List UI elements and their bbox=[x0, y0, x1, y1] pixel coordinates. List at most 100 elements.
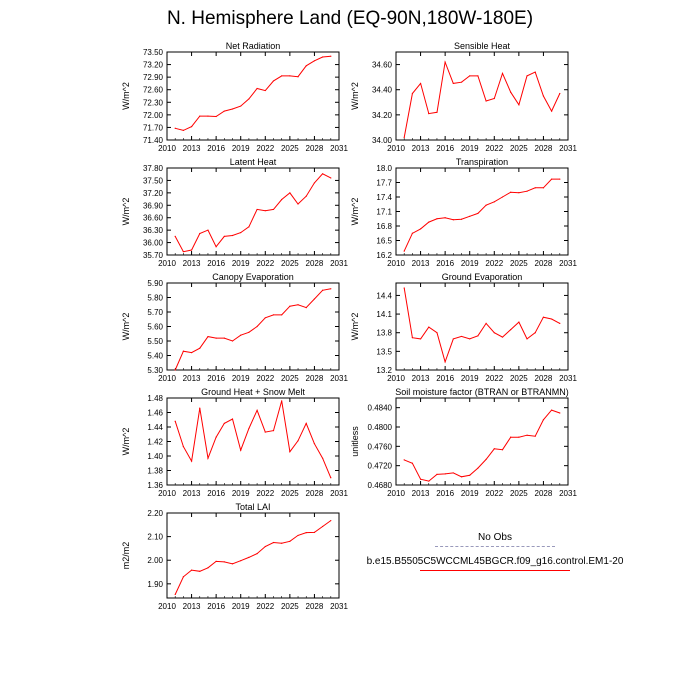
panel-1-xtick-label: 2016 bbox=[436, 144, 454, 153]
panel-4-data-point bbox=[289, 305, 291, 307]
panel-1-data-point bbox=[419, 82, 422, 85]
panel-8-xtick-label: 2025 bbox=[281, 602, 299, 611]
panel-0-data-point bbox=[272, 80, 275, 82]
panel-7-data-point bbox=[501, 449, 504, 451]
legend-model-line bbox=[420, 570, 570, 571]
panel-1-ytick-label: 34.60 bbox=[372, 61, 393, 70]
panel-7-data-point bbox=[518, 436, 520, 438]
panel-0-ytick-label: 71.40 bbox=[143, 136, 164, 145]
panel-2-ytick-label: 35.70 bbox=[143, 251, 164, 260]
panel-5-xtick-label: 2016 bbox=[436, 374, 454, 383]
panel-3-series-line bbox=[403, 178, 560, 252]
panel-6-data-point bbox=[174, 420, 176, 422]
panel-5-xtick-label: 2031 bbox=[559, 374, 577, 383]
panel-3-ytick-label: 17.7 bbox=[376, 179, 392, 188]
panel-6-data-point bbox=[223, 422, 225, 424]
panel-2-xtick-label: 2013 bbox=[183, 259, 201, 268]
panel-1-data-point bbox=[501, 72, 504, 74]
panel-2-series-line bbox=[174, 173, 332, 253]
panel-2-xtick-label: 2031 bbox=[330, 259, 348, 268]
panel-8-data-point bbox=[281, 542, 283, 544]
panel-4-xtick-label: 2028 bbox=[306, 374, 324, 383]
panel-2-xtick-label: 2022 bbox=[256, 259, 274, 268]
panel-8-data-point bbox=[330, 519, 332, 522]
panel-1-data-point bbox=[428, 113, 430, 115]
panel-8-ytick-label: 1.90 bbox=[147, 580, 163, 589]
panel-6-data-point bbox=[240, 449, 242, 451]
panel-2-ytick-label: 36.90 bbox=[143, 201, 164, 210]
panel-3-data-point bbox=[436, 218, 438, 220]
panel-1-data-point bbox=[469, 75, 471, 77]
panel-1-data-point bbox=[403, 136, 405, 139]
panel-6-data-point bbox=[289, 451, 291, 453]
panel-8-data-point bbox=[272, 541, 275, 544]
panel-1-data-point bbox=[518, 104, 520, 106]
panel-8-data-point bbox=[199, 570, 201, 572]
panel-4-xtick-label: 2022 bbox=[256, 374, 274, 383]
panel-4-xtick-label: 2031 bbox=[330, 374, 348, 383]
panel-2-ylabel: W/m^2 bbox=[121, 198, 131, 226]
panel-6-data-point bbox=[199, 407, 201, 409]
panel-0-ytick-label: 72.00 bbox=[143, 111, 164, 120]
panel-3-xtick-label: 2016 bbox=[436, 259, 454, 268]
panel-8-ylabel: m2/m2 bbox=[121, 542, 131, 570]
panel-7-data-point bbox=[542, 419, 545, 421]
panel-2-ytick-label: 37.20 bbox=[143, 189, 164, 198]
panel-0-xtick-label: 2022 bbox=[256, 144, 274, 153]
panel-5-ytick-label: 13.2 bbox=[376, 366, 392, 375]
panel-6-xtick-label: 2031 bbox=[330, 489, 348, 498]
panel-3-ytick-label: 18.0 bbox=[376, 164, 392, 173]
panel-7-title: Soil moisture factor (BTRAN or BTRANMN) bbox=[395, 387, 569, 397]
panel-2-ytick-label: 37.50 bbox=[143, 176, 164, 185]
panel-1-ytick-label: 34.20 bbox=[372, 111, 393, 120]
panel-1-ytick-label: 34.40 bbox=[372, 86, 393, 95]
panel-8-xtick-label: 2028 bbox=[306, 602, 324, 611]
panel-7-ylabel: unitless bbox=[350, 426, 360, 457]
panel-7-data-point bbox=[510, 436, 512, 438]
panel-4-data-point bbox=[190, 352, 193, 354]
panel-2-data-point bbox=[289, 192, 291, 194]
panel-1-xtick-label: 2019 bbox=[461, 144, 479, 153]
panel-1-xtick-label: 2031 bbox=[559, 144, 577, 153]
panel-8-data-point bbox=[215, 560, 217, 563]
panel-8-ytick-label: 2.10 bbox=[147, 533, 163, 542]
panel-1-series-line bbox=[403, 60, 561, 138]
panel-7-data-point bbox=[403, 459, 405, 461]
panel-6-ytick-label: 1.44 bbox=[147, 423, 163, 432]
panel-7-xtick-label: 2031 bbox=[559, 489, 577, 498]
legend-model-label: b.e15.B5505C5WCCML45BGCR.f09_g16.control… bbox=[366, 556, 624, 567]
panel-1-data-point bbox=[510, 91, 512, 93]
panel-2-data-point bbox=[223, 235, 225, 237]
panel-7-xtick-label: 2028 bbox=[535, 489, 553, 498]
panel-6-data-point bbox=[264, 431, 266, 433]
panel-7-data-point bbox=[485, 458, 487, 460]
panel-8-xtick-label: 2031 bbox=[330, 602, 348, 611]
panel-2-data-point bbox=[313, 182, 316, 184]
panel-6-title: Ground Heat + Snow Melt bbox=[201, 387, 305, 397]
panel-6-data-point bbox=[256, 409, 258, 411]
panel-7-data-point bbox=[493, 448, 495, 450]
panel-4-data-point bbox=[240, 334, 242, 336]
panel-4-data-point bbox=[313, 298, 316, 300]
panel-7-data-point bbox=[411, 462, 413, 464]
panel-3-data-point bbox=[403, 250, 405, 252]
panel-8-data-point bbox=[256, 553, 258, 555]
panel-8-data-point bbox=[313, 531, 316, 533]
panel-5-data-point bbox=[551, 318, 553, 320]
panel-3-title: Transpiration bbox=[456, 157, 508, 167]
panel-7-xtick-label: 2019 bbox=[461, 489, 479, 498]
panel-8-series-line bbox=[174, 520, 332, 595]
panel-2-data-point bbox=[248, 226, 250, 228]
panel-6-data-point bbox=[313, 443, 316, 445]
panel-3-data-point bbox=[485, 204, 487, 206]
panel-7-data-point bbox=[436, 473, 438, 475]
panel-8-data-point bbox=[264, 545, 266, 548]
panel-2-data-point bbox=[281, 198, 283, 201]
panel-6-data-point bbox=[231, 418, 234, 420]
panel-5-data-point bbox=[477, 335, 479, 337]
panel-4-data-point bbox=[223, 337, 225, 339]
panel-8-frame bbox=[166, 512, 340, 599]
panel-1-data-point bbox=[485, 100, 487, 102]
panel-2-data-point bbox=[256, 208, 258, 211]
